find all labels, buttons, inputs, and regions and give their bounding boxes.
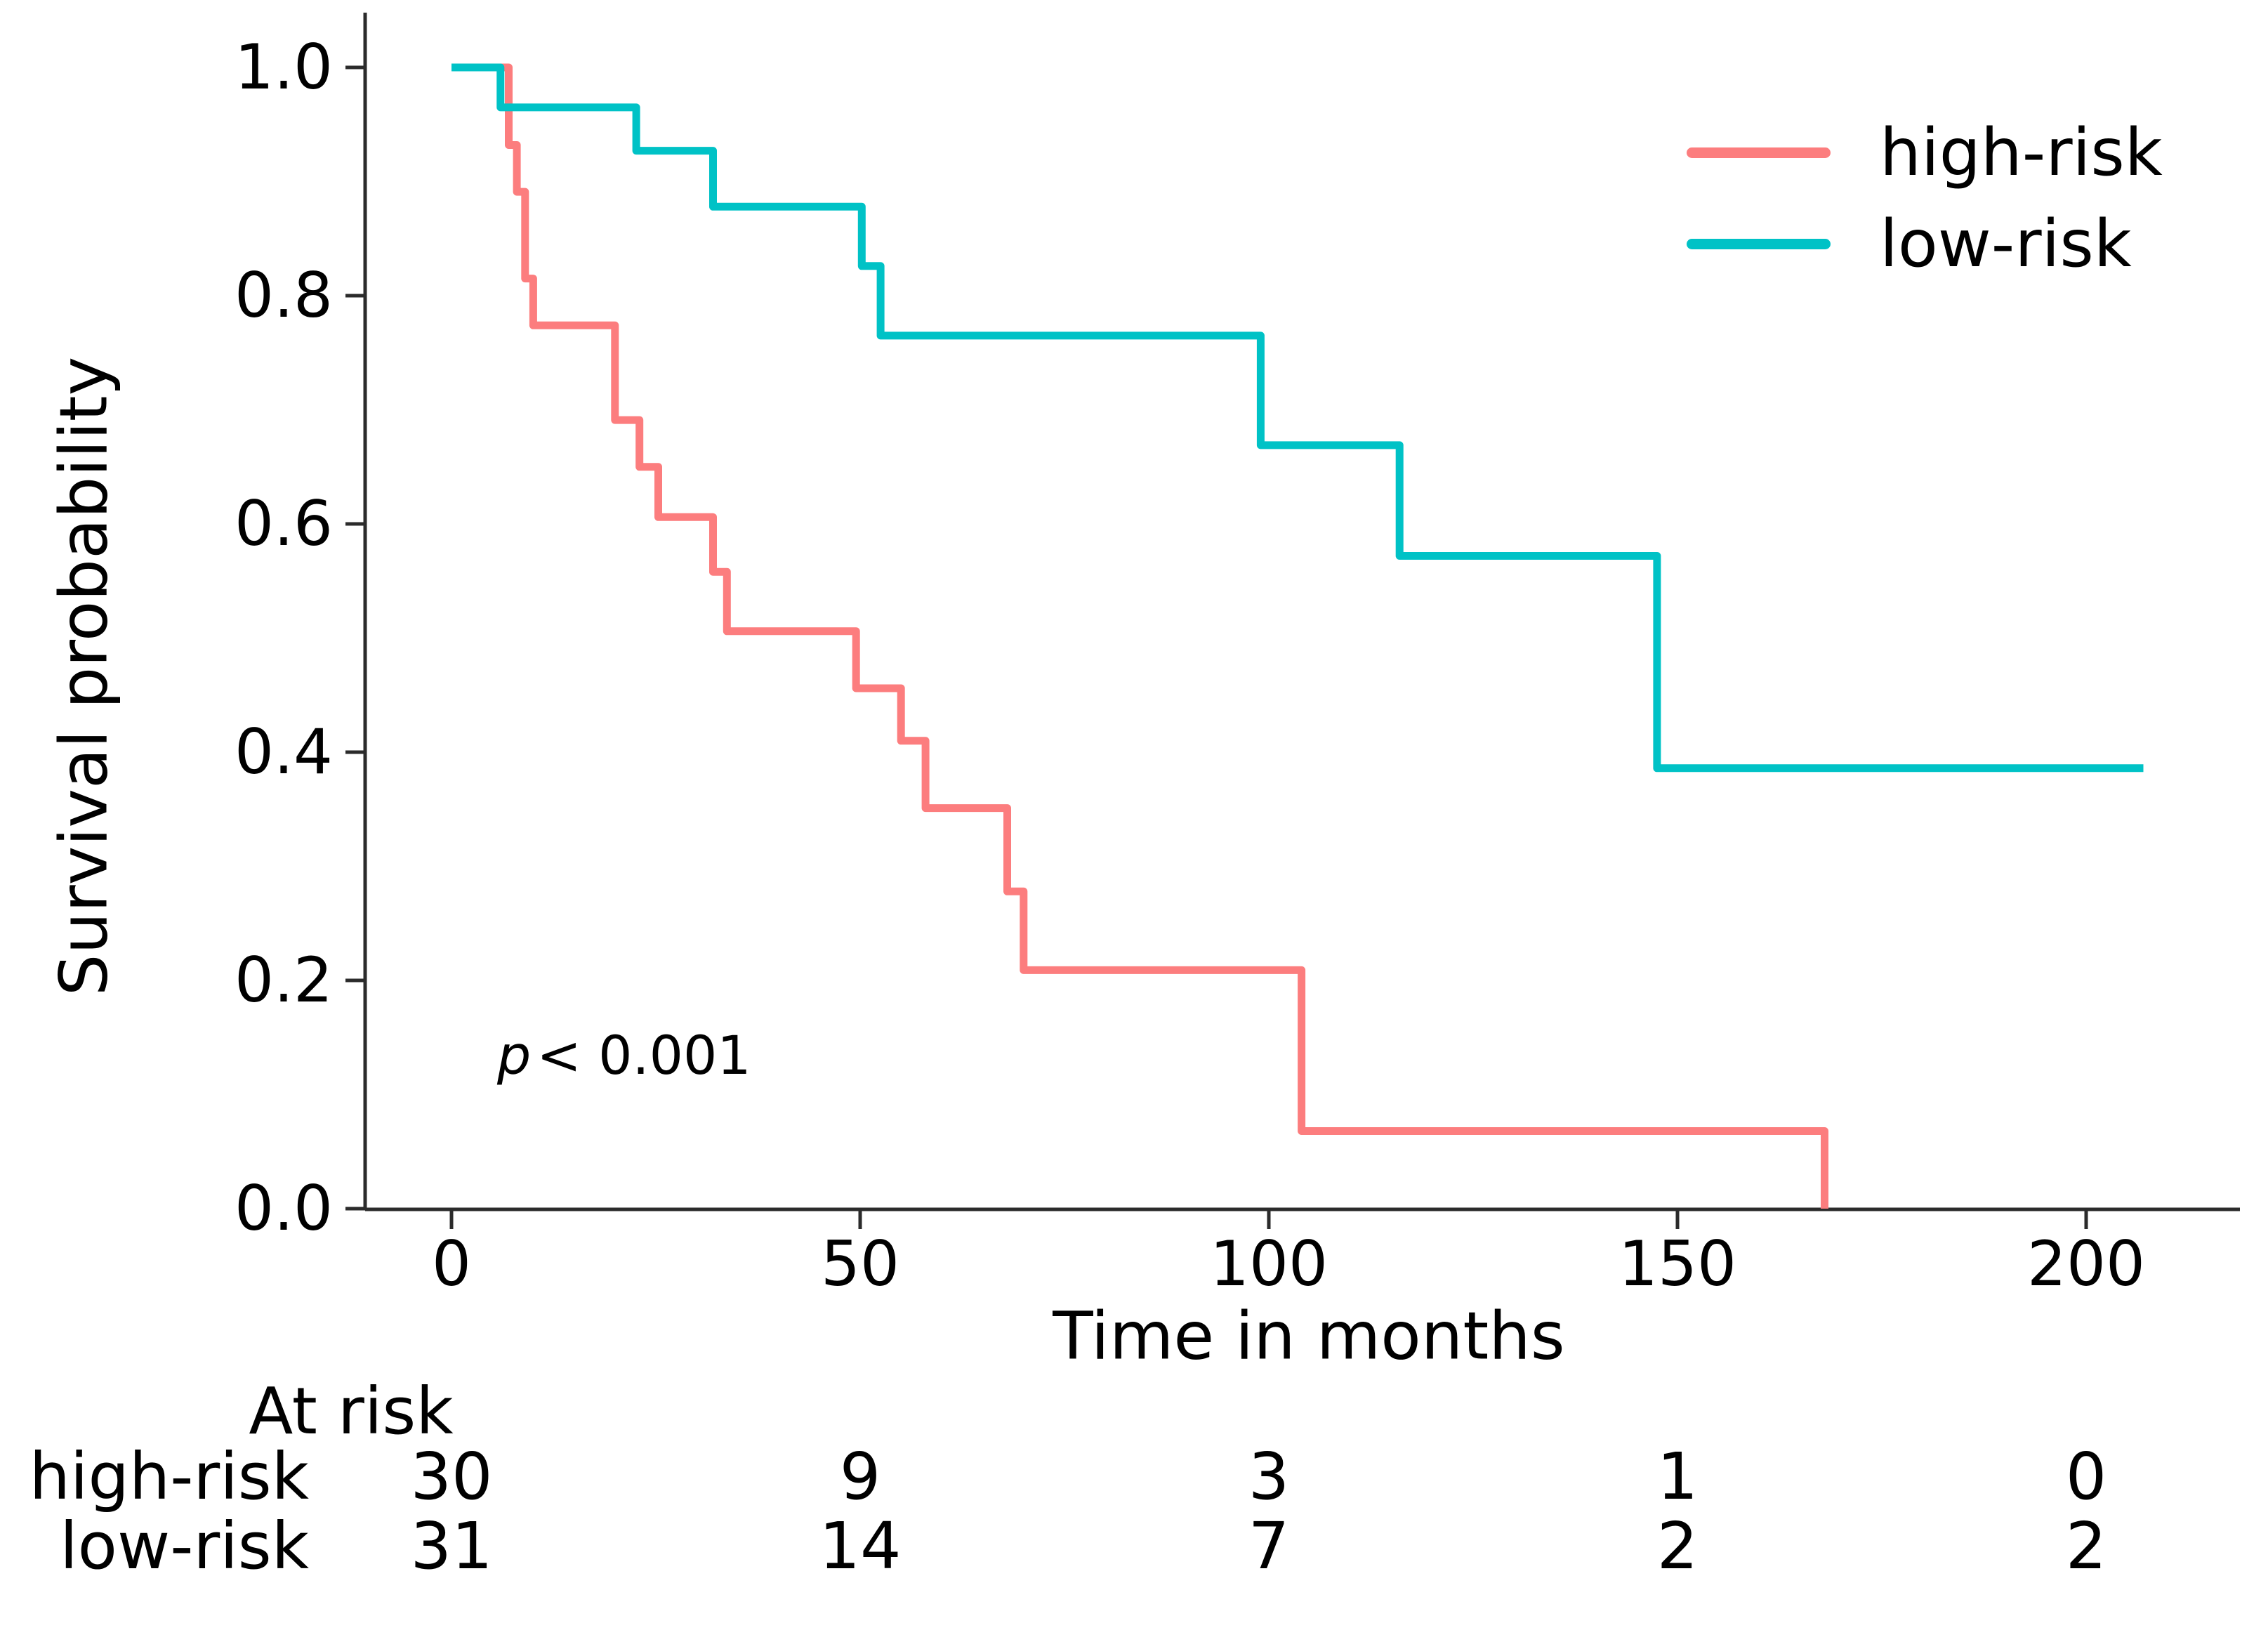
y-tick-label: 0.4 bbox=[235, 716, 333, 788]
y-tick-label: 0.8 bbox=[235, 259, 333, 331]
at-risk-count: 2 bbox=[2065, 1509, 2107, 1584]
x-tick-label: 200 bbox=[2027, 1228, 2145, 1300]
p-value-comparison: < 0.001 bbox=[536, 1024, 751, 1086]
legend-label-high-risk: high-risk bbox=[1880, 114, 2163, 190]
at-risk-count: 30 bbox=[410, 1439, 493, 1514]
p-value-symbol: p bbox=[497, 1024, 532, 1086]
legend-line-high-risk-icon bbox=[1687, 147, 1831, 158]
at-risk-count: 31 bbox=[410, 1509, 493, 1584]
legend-item-low-risk: low-risk bbox=[1687, 198, 2163, 289]
y-tick-label: 0.0 bbox=[235, 1172, 333, 1244]
legend-label-low-risk: low-risk bbox=[1880, 206, 2132, 282]
at-risk-count: 9 bbox=[839, 1439, 881, 1514]
at-risk-count: 14 bbox=[819, 1509, 902, 1584]
y-tick-label: 0.2 bbox=[235, 944, 333, 1016]
at-risk-count: 0 bbox=[2065, 1439, 2107, 1514]
low-risk-curve bbox=[451, 63, 2144, 773]
y-tick-label: 1.0 bbox=[235, 31, 333, 103]
legend-line-low-risk-icon bbox=[1687, 238, 1831, 249]
at-risk-count: 2 bbox=[1656, 1509, 1699, 1584]
x-tick-label: 0 bbox=[432, 1228, 471, 1300]
x-axis-title: Time in months bbox=[1053, 1298, 1565, 1375]
p-value-annotation: p < 0.001 bbox=[497, 1024, 751, 1086]
legend: high-risk low-risk bbox=[1687, 107, 2163, 289]
x-tick-label: 50 bbox=[821, 1228, 899, 1300]
at-risk-row-label-high-risk: high-risk bbox=[29, 1439, 309, 1514]
at-risk-header: At risk bbox=[249, 1374, 454, 1449]
y-tick-label: 0.6 bbox=[235, 487, 333, 560]
legend-item-high-risk: high-risk bbox=[1687, 107, 2163, 198]
high-risk-curve bbox=[451, 63, 1828, 1209]
at-risk-row-label-low-risk: low-risk bbox=[60, 1509, 309, 1584]
at-risk-count: 7 bbox=[1248, 1509, 1290, 1584]
at-risk-count: 3 bbox=[1248, 1439, 1290, 1514]
at-risk-count: 1 bbox=[1656, 1439, 1699, 1514]
x-tick-label: 150 bbox=[1618, 1228, 1736, 1300]
y-axis-title: Survival probability bbox=[46, 356, 123, 997]
x-tick-label: 100 bbox=[1210, 1228, 1328, 1300]
